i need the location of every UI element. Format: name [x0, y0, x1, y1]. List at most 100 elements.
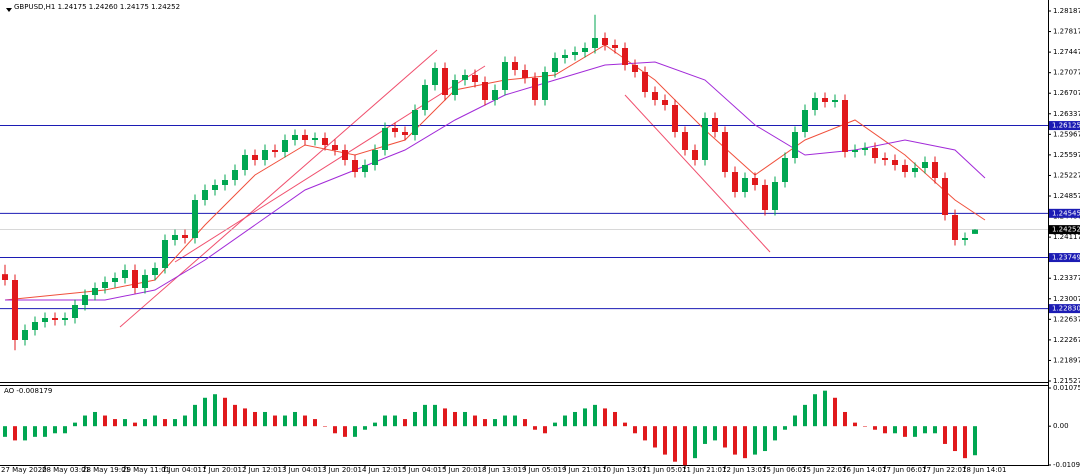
candle-body: [692, 150, 698, 160]
ao-bar: [713, 426, 717, 441]
ao-bar: [243, 408, 247, 427]
candle-body: [312, 138, 318, 140]
ao-bar: [213, 394, 217, 427]
ao-bar: [443, 408, 447, 427]
ao-bar: [33, 426, 37, 437]
level-tag: [1049, 253, 1080, 263]
ao-bar: [883, 426, 887, 434]
candle-body: [912, 168, 918, 172]
x-tick-label: 1 Jun 04:01: [162, 466, 202, 474]
candle-body: [202, 190, 208, 200]
y-tick-label: 1.23007: [1053, 295, 1080, 303]
ao-bar: [463, 411, 467, 427]
ao-bar: [923, 426, 927, 434]
ao-bar: [853, 422, 857, 427]
ao-bar: [423, 404, 427, 427]
ao-bar: [723, 426, 727, 448]
candle-body: [552, 58, 558, 72]
x-tick-label: 28 May 19:01: [82, 466, 130, 474]
ao-bar: [123, 419, 127, 427]
candle-body: [602, 38, 608, 45]
ao-bar: [743, 426, 747, 459]
candle-body: [82, 295, 88, 305]
candle-body: [472, 75, 478, 82]
ao-bar: [643, 426, 647, 441]
level-label: 1.26125: [1052, 122, 1080, 130]
ao-bar: [953, 426, 957, 452]
ao-bar: [263, 411, 267, 427]
ao-bar: [533, 426, 537, 430]
ao-bar: [563, 415, 567, 427]
candle-body: [32, 322, 38, 330]
x-tick-label: 2 Jun 12:01: [242, 466, 282, 474]
candle-body: [222, 180, 228, 185]
candle-body: [772, 182, 778, 210]
y-tick-label: 1.27447: [1053, 48, 1080, 56]
chart-title: GBPUSD,H1 1.24175 1.24260 1.24175 1.2425…: [14, 3, 180, 11]
y-tick-label: 1.22267: [1053, 336, 1080, 344]
candle-body: [112, 278, 118, 282]
x-tick-label: 29 May 11:01: [122, 466, 170, 474]
menu-arrow[interactable]: [6, 8, 12, 12]
candle-body: [402, 132, 408, 135]
candle-body: [822, 98, 828, 102]
candle-body: [612, 45, 618, 48]
ao-bar: [663, 426, 667, 455]
ao-bar: [293, 411, 297, 427]
candle-body: [162, 240, 168, 268]
candle-body: [22, 330, 28, 340]
ao-bar: [183, 415, 187, 427]
last-price-label: 1.24252: [1052, 226, 1080, 234]
ao-bar: [793, 415, 797, 427]
y-tick-label: 1.25597: [1053, 151, 1080, 159]
candle-body: [282, 140, 288, 152]
y-tick-label: 0.00: [1053, 422, 1069, 430]
candle-body: [412, 110, 418, 135]
ao-bar: [113, 419, 117, 427]
candle-body: [242, 155, 248, 170]
ao-bar: [903, 426, 907, 437]
x-tick-label: 5 Jun 04:01: [402, 466, 442, 474]
ao-bar: [673, 426, 677, 462]
ao-bar: [483, 419, 487, 427]
candle-body: [652, 92, 658, 100]
ao-bar: [23, 426, 27, 441]
y-tick-label: 1.28187: [1053, 7, 1080, 15]
candle-body: [172, 235, 178, 240]
ao-bar: [583, 408, 587, 427]
candle-body: [272, 150, 278, 152]
ao-bar: [253, 411, 257, 427]
ao-bar: [963, 426, 967, 459]
x-tick-label: 5 Jun 20:01: [442, 466, 482, 474]
candle-body: [442, 68, 448, 95]
indicator-title: AO -0.008179: [4, 387, 52, 395]
candle-body: [762, 185, 768, 210]
ao-bar: [623, 422, 627, 427]
ao-bar: [203, 397, 207, 427]
candle-body: [962, 238, 968, 240]
candle-body: [332, 145, 338, 150]
ao-bar: [83, 415, 87, 427]
x-tick-label: 15 Jun 22:01: [802, 466, 846, 474]
ao-bar: [223, 397, 227, 427]
candle-body: [902, 165, 908, 172]
candle-body: [512, 62, 518, 70]
x-tick-label: 28 May 03:01: [42, 466, 90, 474]
ao-bar: [873, 426, 877, 430]
x-tick-label: 9 Jun 05:01: [522, 466, 562, 474]
ao-bar: [173, 419, 177, 427]
candle-body: [142, 275, 148, 288]
ao-bar: [313, 419, 317, 427]
level-label: 1.23749: [1052, 254, 1080, 262]
y-tick-label: 1.22637: [1053, 315, 1080, 323]
ao-bar: [433, 404, 437, 427]
candle-body: [62, 318, 68, 320]
candle-body: [732, 172, 738, 192]
y-tick-label: 1.26337: [1053, 110, 1080, 118]
candle-body: [682, 132, 688, 150]
ao-bar: [73, 422, 77, 427]
y-tick-label: 0.010751: [1053, 384, 1080, 392]
candle-body: [942, 178, 948, 215]
y-tick-label: 1.23377: [1053, 274, 1080, 282]
candle-body: [52, 318, 58, 320]
